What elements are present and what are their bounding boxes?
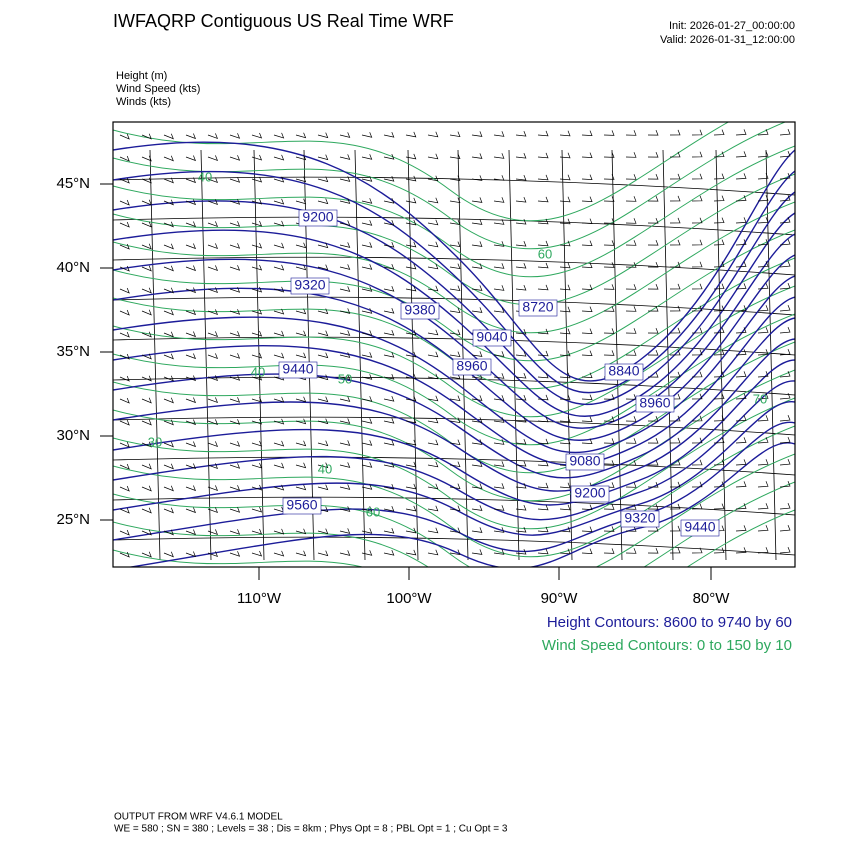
height-label: 9560 bbox=[286, 497, 317, 513]
height-label: 9320 bbox=[294, 277, 325, 293]
label-box bbox=[278, 361, 318, 379]
lon-label: 100°W bbox=[386, 590, 432, 607]
label-box bbox=[680, 519, 720, 537]
lon-label: 90°W bbox=[541, 590, 579, 607]
speed-label: 60 bbox=[538, 246, 552, 261]
height-contour bbox=[113, 380, 795, 521]
speed-contour bbox=[113, 257, 795, 390]
speed-contour bbox=[113, 397, 795, 530]
height-contour bbox=[113, 233, 795, 429]
wind-barbs bbox=[119, 128, 791, 558]
speed-contour bbox=[113, 122, 787, 250]
speed-label: 40 bbox=[318, 461, 332, 476]
map-frame bbox=[112, 121, 796, 568]
label-box bbox=[298, 209, 338, 227]
height-label: 9200 bbox=[302, 209, 333, 225]
field-label: Wind Speed (kts) bbox=[116, 83, 200, 95]
speed-label: 30 bbox=[148, 434, 162, 449]
title: IWFAQRP Contiguous US Real Time WRF bbox=[113, 11, 454, 31]
height-label: 8960 bbox=[456, 358, 487, 374]
speed-contour bbox=[113, 509, 795, 567]
speed-label: 60 bbox=[366, 504, 380, 519]
height-contour bbox=[113, 212, 795, 417]
speed-contour bbox=[113, 173, 795, 306]
field-label: Height (m) bbox=[116, 70, 167, 82]
field-label: Winds (kts) bbox=[116, 96, 171, 108]
speed-contour bbox=[113, 313, 795, 446]
speed-label: 50 bbox=[338, 371, 352, 386]
height-contour bbox=[113, 401, 795, 536]
speed-contour bbox=[113, 285, 795, 418]
label-box bbox=[565, 453, 605, 471]
footer-model: OUTPUT FROM WRF V4.6.1 MODEL bbox=[114, 812, 283, 823]
speed-contour bbox=[113, 201, 795, 334]
label-box bbox=[635, 395, 675, 413]
lat-label: 40°N bbox=[56, 259, 90, 276]
label-box bbox=[290, 277, 330, 295]
speed-label: 70 bbox=[753, 391, 767, 406]
height-label: 9320 bbox=[624, 510, 655, 526]
lat-label: 30°N bbox=[56, 427, 90, 444]
label-box bbox=[518, 299, 558, 317]
height-label: 9440 bbox=[282, 361, 313, 377]
speed-label: 40 bbox=[198, 169, 212, 184]
height-label: 8720 bbox=[522, 299, 553, 315]
label-box bbox=[620, 510, 660, 528]
speed-legend: Wind Speed Contours: 0 to 150 by 10 bbox=[542, 637, 792, 654]
speed-label: 40 bbox=[251, 364, 265, 379]
height-label: 9040 bbox=[476, 329, 507, 345]
height-label: 9080 bbox=[569, 453, 600, 469]
lat-label: 35°N bbox=[56, 343, 90, 360]
height-contour bbox=[113, 296, 795, 466]
height-legend: Height Contours: 8600 to 9740 by 60 bbox=[547, 614, 792, 631]
height-label: 9440 bbox=[684, 519, 715, 535]
speed-contour bbox=[113, 145, 795, 278]
height-contour bbox=[113, 141, 795, 382]
lon-label: 80°W bbox=[693, 590, 731, 607]
speed-contour bbox=[113, 453, 795, 567]
height-label: 8840 bbox=[608, 363, 639, 379]
init-time: Init: 2026-01-27_00:00:00 bbox=[669, 20, 795, 32]
height-label: 9200 bbox=[574, 485, 605, 501]
height-contour bbox=[113, 275, 795, 454]
label-box bbox=[400, 302, 440, 320]
speed-contour bbox=[113, 229, 795, 362]
height-label: 8960 bbox=[639, 395, 670, 411]
label-box bbox=[570, 485, 610, 503]
height-contour bbox=[113, 359, 795, 506]
label-box bbox=[452, 358, 492, 376]
footer-settings: WE = 580 ; SN = 380 ; Levels = 38 ; Dis … bbox=[114, 824, 508, 835]
valid-time: Valid: 2026-01-31_12:00:00 bbox=[660, 34, 795, 46]
lat-label: 45°N bbox=[56, 175, 90, 192]
label-box bbox=[282, 497, 322, 515]
height-contour bbox=[113, 170, 795, 394]
lon-label: 110°W bbox=[237, 590, 282, 607]
height-contour bbox=[127, 442, 795, 567]
label-box bbox=[604, 363, 644, 381]
speed-contour bbox=[113, 425, 795, 558]
height-label: 9380 bbox=[404, 302, 435, 318]
speed-contour bbox=[113, 481, 795, 567]
lat-label: 25°N bbox=[56, 511, 90, 528]
label-box bbox=[472, 329, 512, 347]
